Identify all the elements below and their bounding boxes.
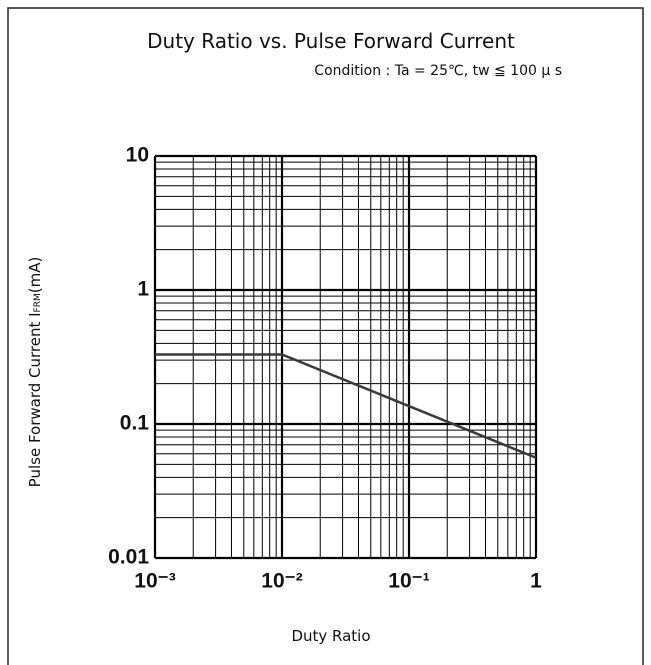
y-label-text: Pulse Forward Current I <box>26 312 44 487</box>
y-tick-label: 0.1 <box>120 412 150 435</box>
data-line <box>155 353 537 459</box>
y-axis-label: Pulse Forward Current IFRM(mA) <box>26 257 44 488</box>
x-tick-label: 10⁻¹ <box>388 570 429 593</box>
frame <box>7 7 644 665</box>
chart-title: Duty Ratio vs. Pulse Forward Current <box>147 29 515 53</box>
y-label-subscript: FRM <box>33 293 43 312</box>
x-tick-label: 10⁻³ <box>134 570 175 593</box>
x-tick-label: 10⁻² <box>261 570 302 593</box>
chart-subtitle: Condition : Ta = 25℃, tw ≦ 100 μ s <box>314 63 562 79</box>
x-axis-label: Duty Ratio <box>291 627 370 645</box>
y-tick-label: 0.01 <box>108 546 149 569</box>
x-tick-label: 1 <box>530 570 542 593</box>
y-tick-label: 10 <box>126 144 149 167</box>
y-label-suffix: (mA) <box>26 257 44 294</box>
y-tick-label: 1 <box>137 278 149 301</box>
